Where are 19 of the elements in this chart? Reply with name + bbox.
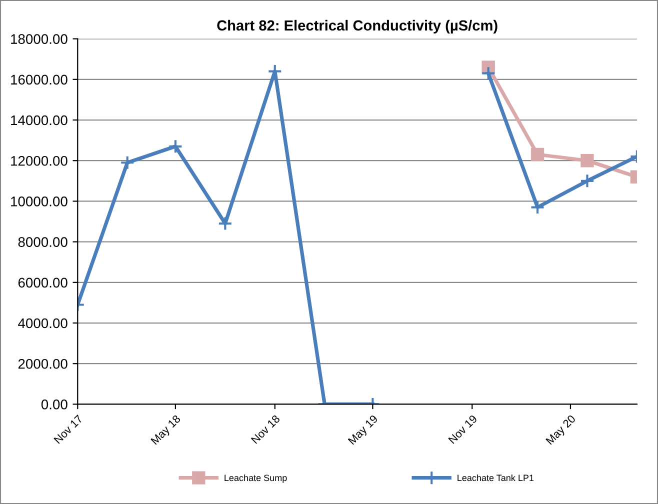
y-tick-label: 14000.00 bbox=[11, 115, 68, 126]
y-tick-label: 16000.00 bbox=[11, 74, 68, 85]
y-tick-label: 8000.00 bbox=[18, 237, 68, 247]
y-tick-label: 10000.00 bbox=[11, 196, 68, 206]
x-tick-label: Nov 19 bbox=[448, 414, 478, 444]
legend-label: Leachate Sump bbox=[224, 474, 287, 483]
y-tick-label: 4000.00 bbox=[18, 318, 68, 328]
y-tick-label: 2000.00 bbox=[18, 358, 68, 369]
x-tick-label: Nov 17 bbox=[54, 414, 84, 444]
legend-label: Leachate Tank LP1 bbox=[458, 474, 534, 482]
y-tick-label: 12000.00 bbox=[11, 156, 68, 166]
x-tick-label: May 20 bbox=[546, 414, 578, 446]
x-tick-label: May 18 bbox=[150, 414, 182, 446]
chart-title: Chart 82: Electrical Conductivity (µS/cm) bbox=[217, 20, 498, 34]
x-tick-label: May 19 bbox=[348, 414, 380, 446]
y-tick-label: 18000.00 bbox=[11, 34, 68, 44]
x-tick-label: Nov 18 bbox=[250, 414, 280, 444]
y-tick-label: 6000.00 bbox=[18, 278, 68, 288]
y-tick-label: 0.00 bbox=[41, 400, 68, 410]
